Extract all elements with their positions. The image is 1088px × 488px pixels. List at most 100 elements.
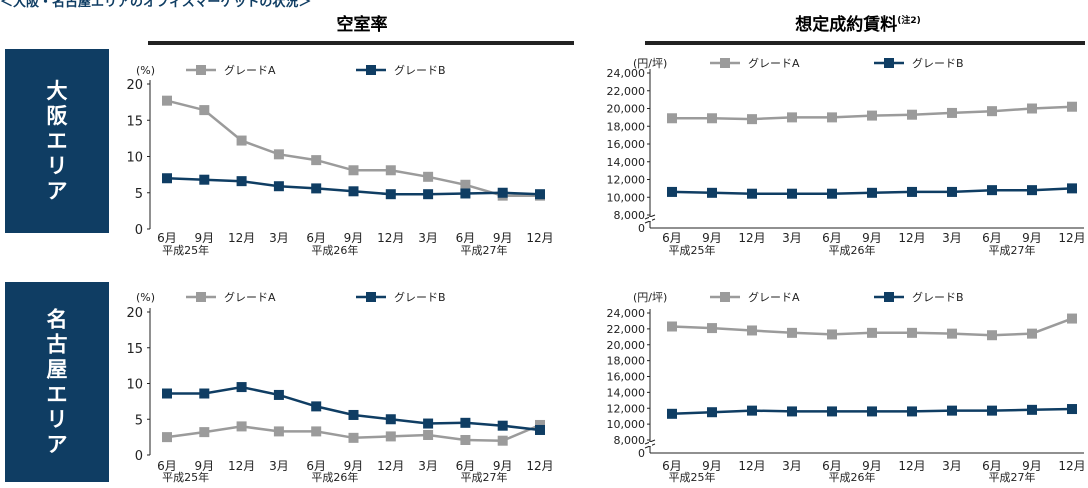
data-point bbox=[787, 327, 797, 338]
data-point bbox=[1067, 183, 1077, 194]
x-tick-label: 6月 bbox=[982, 459, 1002, 473]
x-tick-label: 12月 bbox=[1058, 231, 1085, 245]
legend-marker bbox=[884, 58, 894, 68]
data-point bbox=[947, 186, 957, 197]
data-point bbox=[827, 188, 837, 199]
x-tick-label: 12月 bbox=[1058, 459, 1085, 473]
data-point bbox=[747, 325, 757, 336]
series-grade-a bbox=[162, 95, 545, 201]
data-point bbox=[460, 188, 471, 199]
x-tick-label: 3月 bbox=[782, 231, 802, 245]
rent-column-title-main: 想定成約賃料 bbox=[795, 14, 897, 35]
x-tick-label: 12月 bbox=[526, 459, 553, 473]
figure-title-fragment: ＜大阪・名古屋エリアのオフィスマーケットの状況＞ bbox=[0, 0, 311, 10]
y-tick-label: 16,000 bbox=[607, 371, 646, 384]
x-year-label: 平成25年 bbox=[162, 243, 209, 257]
x-year-label: 平成26年 bbox=[829, 470, 876, 484]
x-tick-label: 9月 bbox=[702, 231, 722, 245]
data-point bbox=[236, 176, 247, 187]
legend-grade-a: グレードA bbox=[186, 63, 276, 77]
data-point bbox=[667, 186, 677, 197]
data-point bbox=[162, 388, 172, 399]
data-point bbox=[867, 406, 877, 417]
y-tick-label: 20,000 bbox=[607, 103, 646, 116]
legend-label: グレードB bbox=[394, 63, 446, 77]
x-tick-label: 9月 bbox=[344, 231, 364, 245]
rent-column-title-note: (注2) bbox=[897, 14, 921, 26]
data-point bbox=[1067, 404, 1077, 415]
legend-marker bbox=[196, 65, 206, 75]
y-tick-label: 24,000 bbox=[607, 67, 646, 80]
data-point bbox=[162, 95, 172, 106]
data-point bbox=[535, 424, 545, 435]
x-year-label: 平成26年 bbox=[311, 470, 358, 484]
legend-grade-b: グレードB bbox=[874, 56, 964, 70]
data-point bbox=[460, 434, 471, 445]
data-point bbox=[497, 435, 508, 446]
data-point bbox=[1027, 185, 1037, 196]
y-tick-label: 24,000 bbox=[607, 307, 646, 320]
legend-label: グレードA bbox=[224, 63, 276, 77]
x-tick-label: 12月 bbox=[898, 231, 925, 245]
data-point bbox=[987, 185, 997, 196]
data-point bbox=[460, 417, 471, 428]
series-grade-b bbox=[667, 404, 1077, 419]
y-tick-label: 5 bbox=[135, 187, 143, 202]
data-point bbox=[667, 113, 677, 124]
data-point bbox=[199, 427, 210, 438]
x-tick-label: 12月 bbox=[898, 459, 925, 473]
data-point bbox=[867, 110, 877, 121]
series-grade-b bbox=[667, 183, 1077, 199]
y-tick-label: 8,000 bbox=[614, 434, 646, 447]
y-tick-label: 0 bbox=[638, 222, 645, 235]
x-year-label: 平成27年 bbox=[989, 470, 1036, 484]
data-point bbox=[787, 188, 797, 199]
data-point bbox=[162, 173, 172, 184]
data-point bbox=[1027, 404, 1037, 415]
legend-label: グレードB bbox=[912, 56, 964, 70]
x-tick-label: 3月 bbox=[269, 459, 289, 473]
chart-osaka-vacancy: 0 5 10 15 20(%) グレードA グレードB 6月 9月 12月 3月 6月 9月 12月 3月 6… bbox=[126, 63, 553, 257]
x-tick-label: 9月 bbox=[1022, 459, 1042, 473]
y-tick-label: 18,000 bbox=[607, 355, 646, 368]
data-point bbox=[423, 418, 434, 429]
data-point bbox=[747, 405, 757, 416]
unit-label: (円/坪) bbox=[633, 291, 667, 304]
x-tick-label: 12月 bbox=[377, 459, 404, 473]
x-year-label: 平成25年 bbox=[669, 243, 716, 257]
data-point bbox=[667, 408, 677, 419]
y-tick-label: 10 bbox=[126, 378, 143, 393]
y-tick-label: 8,000 bbox=[614, 209, 646, 222]
x-tick-label: 6月 bbox=[822, 231, 842, 245]
y-tick-label: 20 bbox=[126, 306, 143, 321]
data-point bbox=[348, 186, 359, 197]
data-point bbox=[273, 426, 284, 437]
legend-label: グレードA bbox=[748, 290, 800, 304]
data-point bbox=[311, 401, 322, 412]
y-tick-label: 15 bbox=[126, 342, 143, 357]
legend-grade-a: グレードA bbox=[710, 56, 800, 70]
data-point bbox=[907, 327, 917, 338]
data-point bbox=[199, 388, 210, 399]
x-tick-label: 9月 bbox=[862, 231, 882, 245]
data-point bbox=[273, 389, 284, 400]
x-tick-label: 6月 bbox=[662, 231, 682, 245]
data-point bbox=[787, 406, 797, 417]
x-year-label: 平成27年 bbox=[989, 243, 1036, 257]
axis-break-gap bbox=[649, 217, 652, 221]
series-grade-b bbox=[162, 173, 545, 200]
data-point bbox=[907, 186, 917, 197]
series-grade-a bbox=[667, 101, 1077, 125]
series-line bbox=[167, 385, 541, 432]
data-point bbox=[827, 112, 837, 123]
legend-label: グレードA bbox=[224, 290, 276, 304]
legend-grade-b: グレードB bbox=[874, 290, 964, 304]
data-point bbox=[497, 420, 508, 431]
data-point bbox=[867, 187, 877, 198]
data-point bbox=[1027, 328, 1037, 339]
unit-label: (%) bbox=[136, 64, 155, 77]
x-tick-label: 6月 bbox=[982, 231, 1002, 245]
y-tick-label: 0 bbox=[135, 223, 143, 238]
